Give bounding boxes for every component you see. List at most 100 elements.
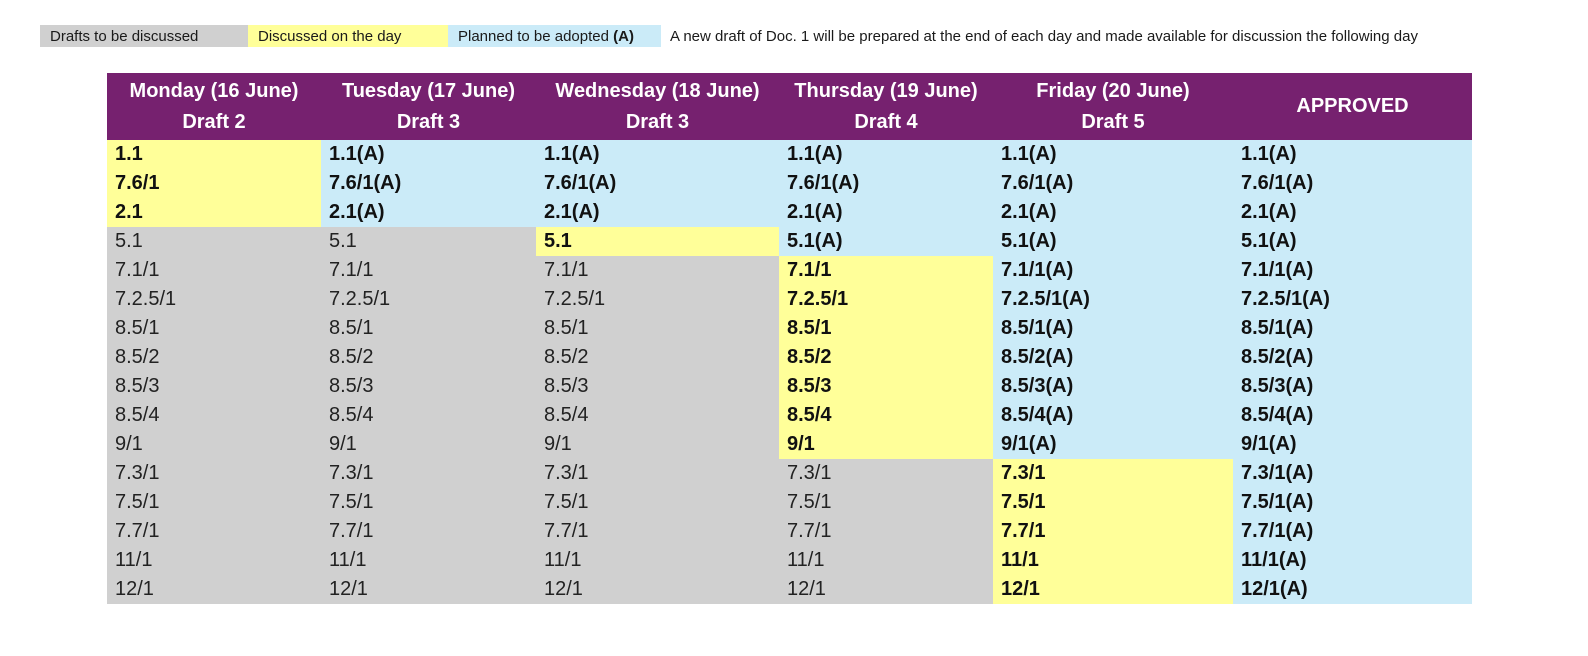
column-header-5: APPROVED	[1233, 73, 1472, 140]
table-cell: 2.1(A)	[1233, 198, 1472, 227]
legend: Drafts to be discussed Discussed on the …	[40, 25, 1418, 47]
legend-note: A new draft of Doc. 1 will be prepared a…	[670, 27, 1418, 45]
table-cell: 9/1	[536, 430, 779, 459]
table-cell: 7.1/1	[107, 256, 321, 285]
table-cell: 11/1	[107, 546, 321, 575]
table-cell: 7.5/1	[779, 488, 993, 517]
table-cell: 8.5/3(A)	[993, 372, 1233, 401]
table-cell: 12/1	[107, 575, 321, 604]
table-cell: 8.5/2	[321, 343, 536, 372]
column-draft-label: Draft 5	[1081, 110, 1145, 133]
table-row: 8.5/3 8.5/3 8.5/3 8.5/3 8.5/3(A) 8.5/3(A)	[107, 372, 1472, 401]
column-header-2: Wednesday (18 June) Draft 3	[536, 73, 779, 140]
table-cell: 7.3/1	[107, 459, 321, 488]
column-day-label: Monday (16 June)	[129, 79, 299, 102]
table-cell: 7.6/1(A)	[1233, 169, 1472, 198]
table-cell: 9/1	[107, 430, 321, 459]
table-cell: 7.1/1	[536, 256, 779, 285]
legend-drafts-swatch: Drafts to be discussed	[40, 25, 248, 47]
legend-adopted-marker: (A)	[613, 27, 634, 45]
table-cell: 2.1	[107, 198, 321, 227]
column-draft-label: Draft 4	[854, 110, 918, 133]
table-cell: 8.5/1	[536, 314, 779, 343]
table-cell: 5.1(A)	[993, 227, 1233, 256]
table-body: 1.1 1.1(A) 1.1(A) 1.1(A) 1.1(A) 1.1(A) 7.6/1 7.…	[107, 140, 1472, 604]
table-cell: 8.5/4	[321, 401, 536, 430]
table-cell: 12/1	[536, 575, 779, 604]
table-cell: 7.6/1(A)	[779, 169, 993, 198]
table-row: 8.5/4 8.5/4 8.5/4 8.5/4 8.5/4(A) 8.5/4(A)	[107, 401, 1472, 430]
table-cell: 7.1/1(A)	[993, 256, 1233, 285]
table-cell: 8.5/2	[779, 343, 993, 372]
column-header-0: Monday (16 June) Draft 2	[107, 73, 321, 140]
table-cell: 8.5/4	[536, 401, 779, 430]
table-cell: 2.1(A)	[536, 198, 779, 227]
table-cell: 8.5/2(A)	[993, 343, 1233, 372]
column-day-label: Tuesday (17 June)	[341, 79, 516, 102]
table-row: 5.1 5.1 5.1 5.1(A) 5.1(A) 5.1(A)	[107, 227, 1472, 256]
table-cell: 1.1(A)	[321, 140, 536, 169]
table-cell: 7.2.5/1(A)	[993, 285, 1233, 314]
table-row: 7.7/1 7.7/1 7.7/1 7.7/1 7.7/1 7.7/1(A)	[107, 517, 1472, 546]
table-cell: 8.5/1	[107, 314, 321, 343]
table-cell: 7.3/1(A)	[1233, 459, 1472, 488]
table-cell: 7.7/1	[779, 517, 993, 546]
table-cell: 5.1	[107, 227, 321, 256]
table-cell: 7.3/1	[321, 459, 536, 488]
table-cell: 7.6/1	[107, 169, 321, 198]
column-day-label: APPROVED	[1296, 95, 1409, 117]
column-header-4: Friday (20 June) Draft 5	[993, 73, 1233, 140]
table-cell: 8.5/3(A)	[1233, 372, 1472, 401]
table-cell: 7.2.5/1	[536, 285, 779, 314]
table-cell: 7.5/1	[536, 488, 779, 517]
table-row: 7.3/1 7.3/1 7.3/1 7.3/1 7.3/1 7.3/1(A)	[107, 459, 1472, 488]
table-cell: 7.5/1(A)	[1233, 488, 1472, 517]
table-row: 7.2.5/1 7.2.5/1 7.2.5/1 7.2.5/1 7.2.5/1(A) 7.…	[107, 285, 1472, 314]
column-day-label: Friday (20 June)	[1036, 79, 1190, 102]
table-cell: 12/1(A)	[1233, 575, 1472, 604]
table-cell: 8.5/2	[536, 343, 779, 372]
table-row: 8.5/1 8.5/1 8.5/1 8.5/1 8.5/1(A) 8.5/1(A)	[107, 314, 1472, 343]
table-cell: 7.1/1(A)	[1233, 256, 1472, 285]
table-row: 11/1 11/1 11/1 11/1 11/1 11/1(A)	[107, 546, 1472, 575]
table-cell: 5.1(A)	[779, 227, 993, 256]
table-cell: 7.5/1	[993, 488, 1233, 517]
table-row: 12/1 12/1 12/1 12/1 12/1 12/1(A)	[107, 575, 1472, 604]
table-cell: 1.1	[107, 140, 321, 169]
table-cell: 7.2.5/1	[321, 285, 536, 314]
table-cell: 2.1(A)	[993, 198, 1233, 227]
column-draft-label: Draft 3	[396, 110, 461, 133]
column-header-1: Tuesday (17 June) Draft 3	[321, 73, 536, 140]
column-draft-label: Draft 3	[625, 110, 690, 133]
table-cell: 7.6/1(A)	[321, 169, 536, 198]
table-cell: 8.5/4(A)	[1233, 401, 1472, 430]
table-cell: 8.5/3	[321, 372, 536, 401]
table-cell: 7.7/1	[321, 517, 536, 546]
table-cell: 7.3/1	[536, 459, 779, 488]
column-day-label: Wednesday (18 June)	[555, 79, 760, 102]
table-cell: 7.6/1(A)	[536, 169, 779, 198]
table-cell: 1.1(A)	[536, 140, 779, 169]
schedule-table: Monday (16 June) Draft 2 Tuesday (17 June)…	[107, 73, 1472, 604]
table-cell: 8.5/3	[536, 372, 779, 401]
table-cell: 5.1	[536, 227, 779, 256]
table-cell: 7.3/1	[993, 459, 1233, 488]
table-row: 9/1 9/1 9/1 9/1 9/1(A) 9/1(A)	[107, 430, 1472, 459]
table-cell: 8.5/4(A)	[993, 401, 1233, 430]
table-cell: 9/1(A)	[1233, 430, 1472, 459]
column-draft-label: Draft 2	[182, 110, 246, 133]
table-cell: 7.6/1(A)	[993, 169, 1233, 198]
table-cell: 9/1	[779, 430, 993, 459]
legend-discussed-label: Discussed on the day	[258, 27, 402, 45]
legend-adopted-label: Planned to be adopted	[458, 27, 614, 45]
table-cell: 8.5/2(A)	[1233, 343, 1472, 372]
table-cell: 12/1	[993, 575, 1233, 604]
table-cell: 1.1(A)	[779, 140, 993, 169]
table-cell: 5.1(A)	[1233, 227, 1472, 256]
table-cell: 2.1(A)	[779, 198, 993, 227]
table-cell: 11/1	[536, 546, 779, 575]
column-day-label: Thursday (19 June)	[794, 79, 978, 102]
table-cell: 7.3/1	[779, 459, 993, 488]
table-cell: 7.1/1	[321, 256, 536, 285]
table-cell: 7.7/1	[993, 517, 1233, 546]
